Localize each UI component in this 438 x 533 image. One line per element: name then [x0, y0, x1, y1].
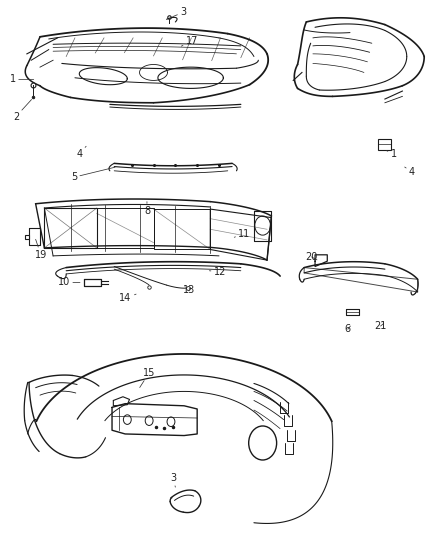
Text: 11: 11 — [234, 229, 251, 239]
Text: 1: 1 — [387, 149, 397, 159]
Text: 15: 15 — [140, 368, 155, 387]
Text: 19: 19 — [35, 239, 47, 260]
Text: 14: 14 — [120, 293, 136, 303]
Bar — [378, 139, 391, 150]
Text: 8: 8 — [144, 201, 150, 216]
Text: 3: 3 — [170, 473, 176, 487]
Text: 21: 21 — [374, 321, 387, 331]
Text: 13: 13 — [183, 286, 195, 295]
Text: 6: 6 — [345, 324, 351, 334]
Text: 20: 20 — [305, 252, 318, 262]
Text: 17: 17 — [181, 36, 198, 46]
Text: 2: 2 — [13, 100, 32, 122]
Text: 12: 12 — [209, 267, 226, 277]
Text: 1: 1 — [10, 75, 34, 84]
Text: 4: 4 — [405, 167, 415, 177]
Text: 4: 4 — [76, 146, 86, 159]
Text: 10: 10 — [58, 278, 80, 287]
Text: 5: 5 — [71, 167, 115, 182]
Text: 3: 3 — [173, 7, 186, 18]
